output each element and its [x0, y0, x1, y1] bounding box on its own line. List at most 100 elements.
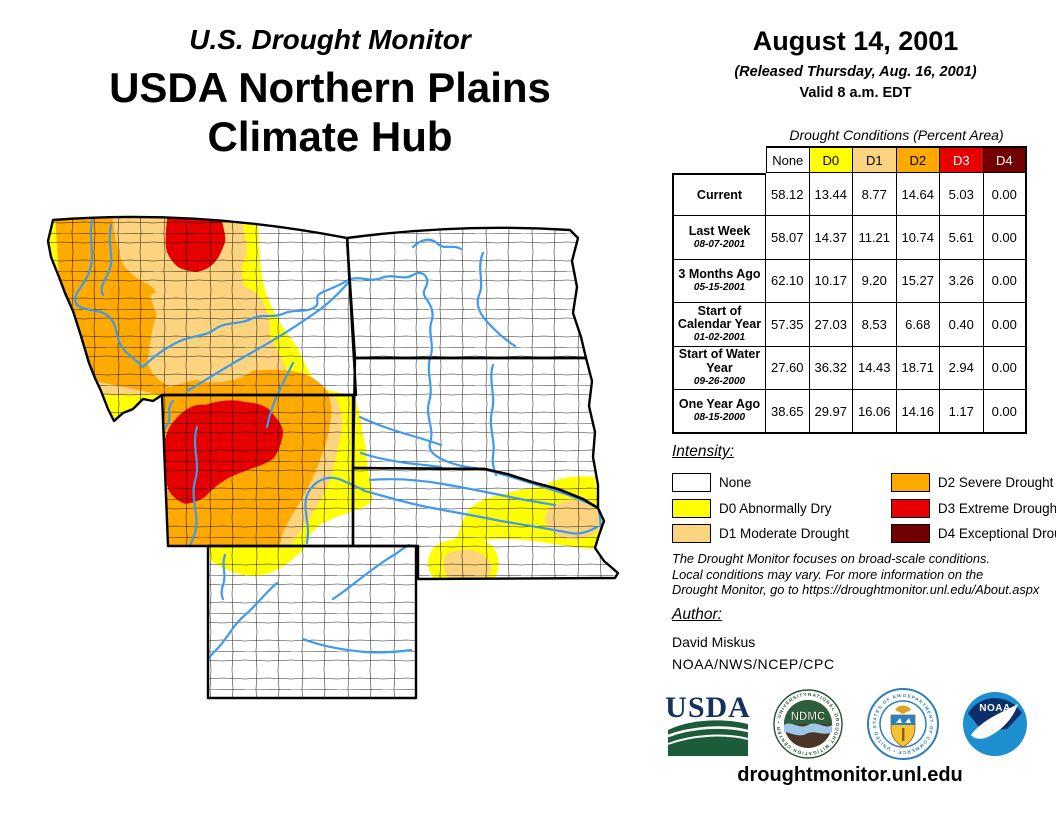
legend-item: D0 Abnormally Dry: [672, 496, 849, 522]
value-cell: 38.65: [766, 389, 810, 435]
drought-map: [46, 215, 620, 700]
author-organization: NOAA/NWS/NCEP/CPC: [672, 656, 835, 672]
row-label-date: 01-02-2001: [693, 332, 746, 344]
legend-swatch: [890, 524, 930, 544]
disclaimer-line: Drought Monitor, go to https://droughtmo…: [672, 582, 1040, 598]
legend-col-1: None D0 Abnormally Dry D1 Moderate Drought: [672, 470, 849, 547]
site-url: droughtmonitor.unl.edu: [737, 764, 963, 786]
legend-swatch: [672, 473, 711, 493]
table-row: Start of Calendar Year 01-02-2001 57.35 27.…: [672, 303, 1027, 347]
page-title-line2: Climate Hub: [207, 112, 453, 160]
ndmc-logo-icon: NATIONAL DROUGHT MITIGATION CENTER • UNI…: [773, 689, 844, 759]
legend-swatch: [672, 524, 711, 544]
legend-swatch: [890, 498, 930, 518]
legend-label: None: [719, 475, 752, 491]
value-cell: 27.60: [766, 346, 810, 390]
legend-item: D4 Exceptional Drought: [890, 521, 1056, 547]
title-block: U.S. Drought Monitor USDA Northern Plain…: [30, 24, 630, 161]
legend-item: None: [672, 470, 849, 496]
column-header-d1: D1: [853, 146, 897, 173]
row-label: Current: [672, 173, 766, 217]
disclaimer-line: The Drought Monitor focuses on broad-sca…: [672, 551, 990, 566]
date-block: August 14, 2001 (Released Thursday, Aug.…: [683, 26, 1028, 101]
table-row: Current 58.12 13.44 8.77 14.64 5.03 0.00: [672, 173, 1027, 217]
table-header-row: None D0 D1 D2 D3 D4: [766, 146, 1027, 173]
value-cell: 27.03: [809, 303, 853, 347]
row-label-date: 05-15-2001: [693, 282, 746, 294]
value-cell: 58.12: [766, 173, 810, 217]
value-cell: 29.97: [809, 389, 853, 435]
value-cell: 14.43: [853, 346, 897, 390]
legend-label: D2 Severe Drought: [937, 475, 1054, 491]
table-body: Current 58.12 13.44 8.77 14.64 5.03 0.00 Last W…: [672, 173, 1027, 435]
row-label: Last Week 08-07-2001: [672, 216, 766, 260]
state-borders: [46, 215, 620, 700]
usda-logo-text: USDA: [666, 691, 750, 724]
value-cell: 18.71: [896, 346, 940, 390]
value-cell: 9.20: [853, 259, 897, 304]
page-title: USDA Northern Plains Climate Hub: [30, 64, 630, 161]
noaa-logo-text: NOAA: [979, 703, 1010, 714]
map-date: August 14, 2001: [752, 26, 959, 56]
column-header-d2: D2: [896, 146, 940, 173]
value-cell: 14.16: [896, 389, 940, 435]
legend-swatch: [672, 498, 711, 518]
value-cell: 16.06: [853, 389, 897, 435]
value-cell: 0.00: [983, 259, 1027, 304]
column-header-d4: D4: [983, 146, 1027, 173]
commerce-seal-icon: DEPARTMENT OF COMMERCE • UNITED STATES O…: [866, 688, 939, 760]
column-header-d0: D0: [809, 146, 853, 173]
row-label-text: Current: [696, 187, 743, 202]
row-label-date: 08-15-2000: [693, 412, 746, 424]
value-cell: 15.27: [896, 259, 940, 304]
value-cell: 0.40: [940, 303, 984, 347]
value-cell: 36.32: [809, 346, 853, 390]
author-heading: Author:: [672, 606, 722, 623]
row-label: Start of Calendar Year 01-02-2001: [672, 303, 766, 347]
value-cell: 58.07: [766, 216, 810, 260]
legend-label: D4 Exceptional Drought: [937, 526, 1056, 542]
column-header-d3: D3: [940, 146, 984, 173]
state-colorado: [206, 544, 418, 700]
row-label: One Year Ago 08-15-2000: [672, 389, 766, 435]
table-row: Last Week 08-07-2001 58.07 14.37 11.21 10.74 5…: [672, 216, 1027, 260]
state-north-dakota: [345, 226, 588, 360]
report-kicker: U.S. Drought Monitor: [189, 24, 471, 55]
map-fill-layers: [48, 216, 618, 698]
row-label-text: Start of Calendar Year: [677, 303, 762, 332]
table-row: Start of Water Year 09-26-2000 27.60 36.32 1…: [672, 346, 1027, 390]
legend-label: D1 Moderate Drought: [719, 526, 849, 542]
value-cell: 0.00: [983, 346, 1027, 390]
logo-row: USDA NATIONAL DROUGHT MITIGATION CENTER …: [666, 688, 1028, 760]
legend-label: D3 Extreme Drought: [937, 500, 1056, 516]
ndmc-logo-text: NDMC: [791, 711, 826, 723]
value-cell: 0.00: [983, 216, 1027, 260]
value-cell: 10.74: [896, 216, 940, 260]
value-cell: 0.00: [983, 303, 1027, 347]
disclaimer: The Drought Monitor focuses on broad-sca…: [672, 551, 1042, 598]
value-cell: 57.35: [766, 303, 810, 347]
value-cell: 62.10: [766, 259, 810, 304]
row-label-text: Start of Water Year: [678, 347, 761, 375]
value-cell: 0.00: [983, 173, 1027, 217]
value-cell: 5.61: [940, 216, 984, 260]
legend-item: D2 Severe Drought: [890, 470, 1056, 496]
released-date: (Released Thursday, Aug. 16, 2001): [734, 64, 977, 80]
table-caption: Drought Conditions (Percent Area): [789, 127, 1004, 143]
value-cell: 5.03: [940, 173, 984, 217]
row-label: Start of Water Year 09-26-2000: [672, 346, 766, 390]
value-cell: 2.94: [940, 346, 984, 390]
legend-swatch: [890, 473, 930, 493]
usda-logo-icon: USDA: [666, 691, 750, 756]
value-cell: 3.26: [940, 259, 984, 304]
row-label-date: 09-26-2000: [693, 375, 746, 387]
value-cell: 13.44: [809, 173, 853, 217]
valid-time: Valid 8 a.m. EDT: [799, 85, 912, 101]
row-label-date: 08-07-2001: [693, 238, 746, 250]
value-cell: 1.17: [940, 389, 984, 435]
intensity-legend: Intensity: None D0 Abnormally Dry D1 Moder…: [672, 443, 1056, 547]
value-cell: 0.00: [983, 389, 1027, 435]
legend-label: D0 Abnormally Dry: [719, 500, 832, 516]
value-cell: 8.53: [853, 303, 897, 347]
legend-heading: Intensity:: [672, 443, 735, 460]
